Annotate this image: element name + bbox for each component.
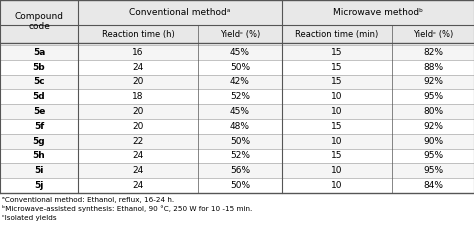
Text: 92%: 92% [423,122,443,131]
Text: ᵇMicrowave-assisted synthesis: Ethanol, 90 °C, 250 W for 10 -15 min.: ᵇMicrowave-assisted synthesis: Ethanol, … [2,206,252,212]
Text: 50%: 50% [230,181,250,190]
Text: 5g: 5g [33,137,46,146]
Text: 10: 10 [331,181,343,190]
Text: 95%: 95% [423,92,443,101]
Text: 95%: 95% [423,151,443,160]
Text: 5h: 5h [33,151,46,160]
Text: 20: 20 [132,122,144,131]
Text: 5a: 5a [33,48,45,57]
Text: 10: 10 [331,137,343,146]
Bar [0,89,474,104]
Text: 45%: 45% [230,107,250,116]
Text: 22: 22 [132,137,144,146]
Text: Compound
code: Compound code [15,12,64,31]
Text: 24: 24 [132,181,144,190]
Text: 42%: 42% [230,78,250,87]
Text: 45%: 45% [230,48,250,57]
Text: 5e: 5e [33,107,45,116]
Bar [0,25,474,43]
Text: 24: 24 [132,166,144,175]
Bar [0,45,474,60]
Text: 10: 10 [331,107,343,116]
Text: 52%: 52% [230,151,250,160]
Bar [0,0,474,193]
Text: 15: 15 [331,78,343,87]
Bar [0,75,474,89]
Bar [0,0,474,25]
Text: 15: 15 [331,63,343,72]
Bar [0,60,474,75]
Text: 48%: 48% [230,122,250,131]
Text: 15: 15 [331,122,343,131]
Text: 20: 20 [132,78,144,87]
Text: 82%: 82% [423,48,443,57]
Text: ᵃConventional method: Ethanol, reflux, 16-24 h.: ᵃConventional method: Ethanol, reflux, 1… [2,197,174,203]
Text: 18: 18 [132,92,144,101]
Text: 50%: 50% [230,137,250,146]
Text: Reaction time (min): Reaction time (min) [295,29,379,38]
Bar [0,134,474,149]
Text: 5c: 5c [33,78,45,87]
Bar [0,119,474,134]
Text: Microwave methodᵇ: Microwave methodᵇ [333,8,423,17]
Text: 10: 10 [331,166,343,175]
Text: 84%: 84% [423,181,443,190]
Text: 5j: 5j [34,181,44,190]
Text: 88%: 88% [423,63,443,72]
Text: 24: 24 [132,151,144,160]
Text: Reaction time (h): Reaction time (h) [101,29,174,38]
Text: 50%: 50% [230,63,250,72]
Text: 95%: 95% [423,166,443,175]
Bar [0,104,474,119]
Bar [0,163,474,178]
Text: 5d: 5d [33,92,46,101]
Bar [0,149,474,163]
Text: Conventional methodᵃ: Conventional methodᵃ [129,8,231,17]
Text: 90%: 90% [423,137,443,146]
Text: 24: 24 [132,63,144,72]
Text: 15: 15 [331,151,343,160]
Text: 10: 10 [331,92,343,101]
Text: 52%: 52% [230,92,250,101]
Text: 5i: 5i [34,166,44,175]
Text: 16: 16 [132,48,144,57]
Text: ᶜIsolated yields: ᶜIsolated yields [2,215,56,221]
Text: Yieldᶜ (%): Yieldᶜ (%) [220,29,260,38]
Text: 15: 15 [331,48,343,57]
Bar [0,178,474,193]
Text: 56%: 56% [230,166,250,175]
Text: Yieldᶜ (%): Yieldᶜ (%) [413,29,453,38]
Text: 5b: 5b [33,63,46,72]
Text: 80%: 80% [423,107,443,116]
Text: 20: 20 [132,107,144,116]
Text: 92%: 92% [423,78,443,87]
Text: 5f: 5f [34,122,44,131]
